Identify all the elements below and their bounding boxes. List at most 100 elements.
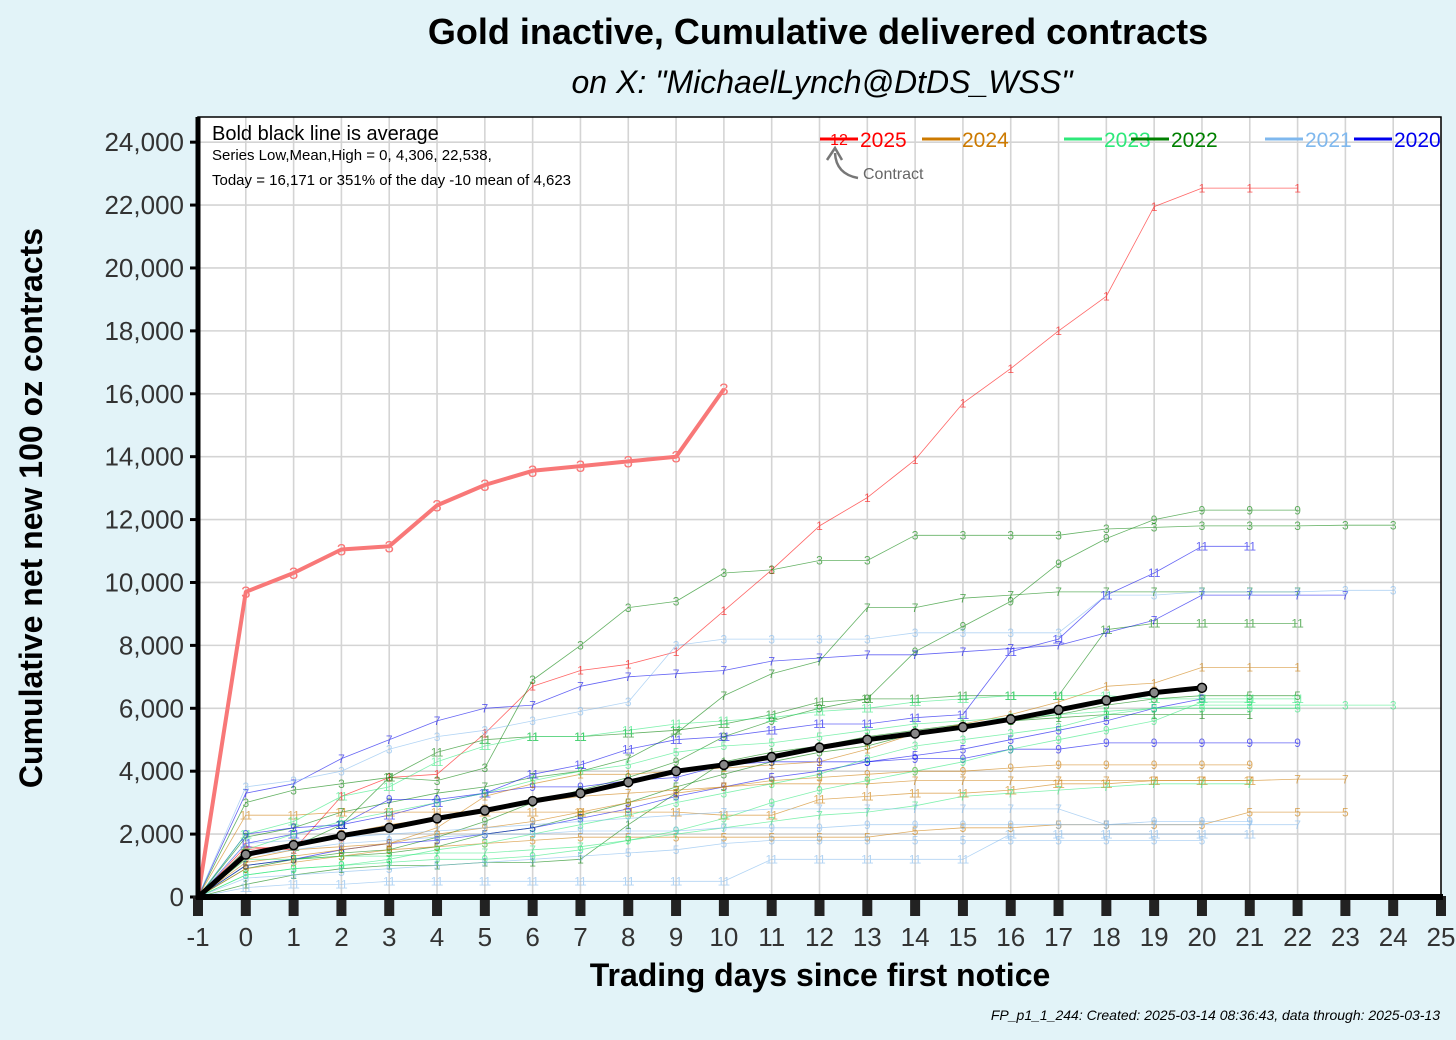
point-label: 7 xyxy=(673,808,680,822)
point-label: 1 xyxy=(1055,711,1062,725)
point-label: 3 xyxy=(576,457,585,476)
x-tick-label: 21 xyxy=(1235,922,1264,952)
point-label: 7 xyxy=(482,846,489,860)
point-label: 11 xyxy=(1148,566,1161,580)
point-label: 7 xyxy=(1294,588,1301,602)
point-label: 9 xyxy=(816,771,823,785)
point-label: 5 xyxy=(1342,805,1349,819)
point-label: 1 xyxy=(242,878,249,892)
point-label: 11 xyxy=(287,808,300,822)
point-label: 1 xyxy=(625,768,632,782)
point-label: 3 xyxy=(864,554,871,568)
average-point xyxy=(1053,704,1064,716)
point-label: 3 xyxy=(816,632,823,646)
y-tick-labels: 0 2,000 4,000 6,000 8,000 10,000 12,000 14,000 1… xyxy=(104,127,184,912)
x-tick xyxy=(862,896,873,916)
series-line xyxy=(197,509,1298,898)
point-label: 11 xyxy=(622,724,635,738)
point-label: 5 xyxy=(434,796,441,810)
point-label: 11 xyxy=(861,692,874,706)
series-line xyxy=(197,780,1250,898)
point-label: 9 xyxy=(386,856,393,870)
point-label: 9 xyxy=(816,821,823,835)
point-label: 11 xyxy=(765,711,778,725)
point-label: 7 xyxy=(721,780,728,794)
point-label: 9 xyxy=(1199,736,1206,750)
point-label: 3 xyxy=(816,768,823,782)
point-label: 5 xyxy=(1103,714,1110,728)
x-tick-label: 5 xyxy=(478,922,492,952)
point-label: 11 xyxy=(765,724,778,738)
point-label: 11 xyxy=(909,695,922,709)
point-label: 11 xyxy=(1052,777,1065,791)
legend-label: 2022 xyxy=(1171,129,1218,152)
point-label: 3 xyxy=(671,448,680,467)
point-label: 7 xyxy=(816,651,823,665)
point-label: 9 xyxy=(1246,503,1253,517)
y-tick-label: 24,000 xyxy=(104,127,184,157)
x-tick-label: 20 xyxy=(1188,922,1217,952)
point-label: 5 xyxy=(768,834,775,848)
point-label: 7 xyxy=(673,727,680,741)
point-label: 11 xyxy=(574,874,587,888)
point-label: 9 xyxy=(529,780,536,794)
point-label: 5 xyxy=(1199,689,1206,703)
point-label: 11 xyxy=(718,730,731,744)
x-tick xyxy=(240,896,251,916)
point-label: 5 xyxy=(386,846,393,860)
point-label: 7 xyxy=(1055,585,1062,599)
series-2021-month-3: 3 3 3 3 3 3 3 3 3 3 3 3 3 3 3 3 3 3 3 3 3 3 3 3 3 xyxy=(197,584,1397,898)
point-label: 5 xyxy=(721,768,728,782)
point-label: 11 xyxy=(431,874,444,888)
point-label: 1 xyxy=(864,742,871,756)
point-label: 3 xyxy=(338,777,345,791)
point-label: 11 xyxy=(1196,774,1209,788)
point-label: 7 xyxy=(673,827,680,841)
point-label: 5 xyxy=(816,834,823,848)
point-label: 7 xyxy=(721,689,728,703)
point-label: 7 xyxy=(864,777,871,791)
point-label: 7 xyxy=(1199,588,1206,602)
y-tick-label: 6,000 xyxy=(119,693,184,723)
point-label: 11 xyxy=(957,852,970,866)
average-point xyxy=(479,805,491,816)
point-label: 11 xyxy=(526,768,539,782)
point-label: 5 xyxy=(242,859,249,873)
point-label: 1 xyxy=(1151,708,1158,722)
point-label: 5 xyxy=(673,830,680,844)
point-label: 5 xyxy=(434,840,441,854)
point-label: 11 xyxy=(526,730,539,744)
point-label: 11 xyxy=(1052,827,1065,841)
point-label: 11 xyxy=(1196,617,1209,631)
x-tick-labels: -1 0 1 2 3 4 5 6 7 8 9 10 11 12 13 14 15 16 17 18 19 20 21 22 23… xyxy=(186,922,1455,952)
point-label: 11 xyxy=(813,852,826,866)
average-point xyxy=(1005,714,1016,725)
point-label: 3 xyxy=(1007,727,1014,741)
series-average xyxy=(196,682,1208,899)
series-line xyxy=(196,387,726,898)
point-label: 1 xyxy=(1294,181,1301,195)
point-label: 1 xyxy=(816,519,823,533)
x-tick-label: 19 xyxy=(1140,922,1169,952)
series-line xyxy=(197,704,1394,898)
point-label: 11 xyxy=(335,878,348,892)
x-tick xyxy=(336,896,347,916)
point-label: 3 xyxy=(673,796,680,810)
series-line xyxy=(197,591,1298,898)
point-label: 9 xyxy=(864,774,871,788)
point-label: 11 xyxy=(813,705,826,719)
point-label: 11 xyxy=(1100,827,1113,841)
x-tick-label: 11 xyxy=(758,922,785,952)
point-label: 9 xyxy=(768,821,775,835)
point-label: 1 xyxy=(338,862,345,876)
series-line xyxy=(197,695,1298,898)
average-point xyxy=(575,787,586,799)
point-label: 3 xyxy=(864,752,871,766)
point-label: 9 xyxy=(1199,815,1206,829)
x-tick xyxy=(193,896,203,916)
point-label: 7 xyxy=(912,648,919,662)
contract-arrow-head xyxy=(825,145,844,161)
point-label: 3 xyxy=(1199,698,1206,712)
